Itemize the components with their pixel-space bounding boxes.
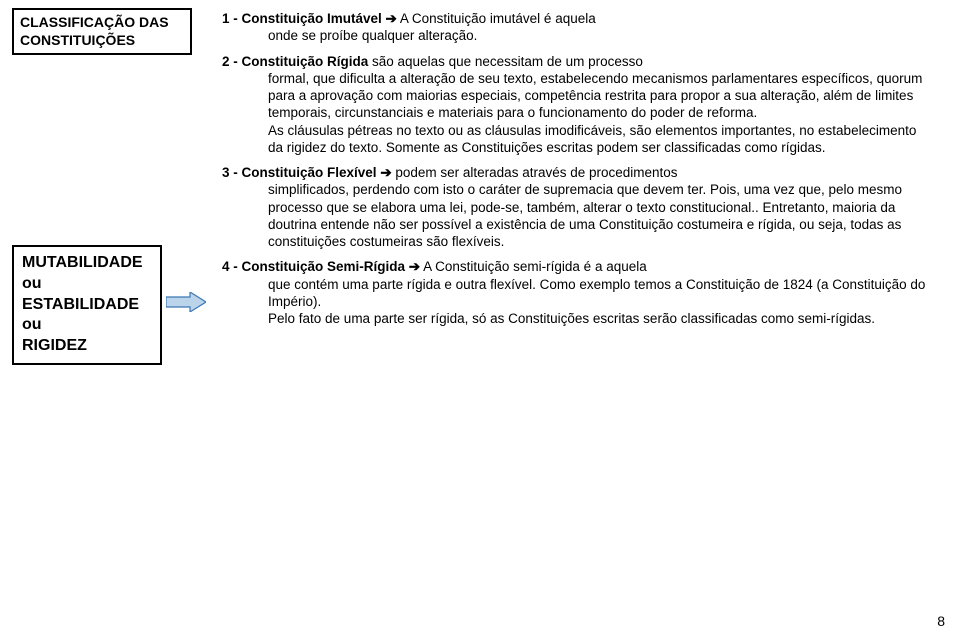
item-2-cont: formal, que dificulta a alteração de seu… <box>222 70 932 156</box>
item-2-first: 2 - Constituição Rígida são aquelas que … <box>222 53 932 70</box>
item-1-lead: 1 - Constituição Imutável <box>222 11 382 26</box>
left-column: CLASSIFICAÇÃO DAS CONSTITUIÇÕES MUTABILI… <box>12 8 192 365</box>
item-3: 3 - Constituição Flexível ➔ podem ser al… <box>222 164 932 250</box>
mutbox-line3: ESTABILIDADE <box>22 295 152 316</box>
item-4-cont: que contém uma parte rígida e outra flex… <box>222 276 932 328</box>
item-1-first: 1 - Constituição Imutável ➔ A Constituiç… <box>222 10 932 27</box>
mutbox-line1: MUTABILIDADE <box>22 253 152 274</box>
header-box: CLASSIFICAÇÃO DAS CONSTITUIÇÕES <box>12 8 192 55</box>
page-number: 8 <box>937 613 945 629</box>
header-line1: CLASSIFICAÇÃO DAS <box>20 14 184 32</box>
item-2-lead: 2 - Constituição Rígida <box>222 54 368 69</box>
item-4-first: 4 - Constituição Semi-Rígida ➔ A Constit… <box>222 258 932 275</box>
arrow-glyph-4: ➔ <box>409 259 420 274</box>
mutbox-line2: ou <box>22 274 152 295</box>
item-1-cont: onde se proíbe qualquer alteração. <box>222 27 932 44</box>
mutability-box: MUTABILIDADE ou ESTABILIDADE ou RIGIDEZ <box>12 245 162 365</box>
arrow-glyph-1: ➔ <box>386 11 397 26</box>
arrow-glyph-3: ➔ <box>380 165 391 180</box>
mutbox-line4: ou <box>22 315 152 336</box>
header-line2: CONSTITUIÇÕES <box>20 32 184 50</box>
item-3-first: 3 - Constituição Flexível ➔ podem ser al… <box>222 164 932 181</box>
item-3-rest: podem ser alteradas através de procedime… <box>392 165 678 180</box>
mutbox-line5: RIGIDEZ <box>22 336 152 357</box>
item-1: 1 - Constituição Imutável ➔ A Constituiç… <box>222 10 932 45</box>
item-4-rest: A Constituição semi-rígida é a aquela <box>420 259 647 274</box>
item-2: 2 - Constituição Rígida são aquelas que … <box>222 53 932 157</box>
item-3-cont: simplificados, perdendo com isto o carát… <box>222 181 932 250</box>
main-content: 1 - Constituição Imutável ➔ A Constituiç… <box>222 10 932 336</box>
arrow-icon <box>166 292 206 312</box>
item-1-rest: A Constituição imutável é aquela <box>397 11 596 26</box>
item-4-lead: 4 - Constituição Semi-Rígida <box>222 259 405 274</box>
item-2-rest: são aquelas que necessitam de um process… <box>368 54 643 69</box>
item-4: 4 - Constituição Semi-Rígida ➔ A Constit… <box>222 258 932 327</box>
item-3-lead: 3 - Constituição Flexível <box>222 165 377 180</box>
